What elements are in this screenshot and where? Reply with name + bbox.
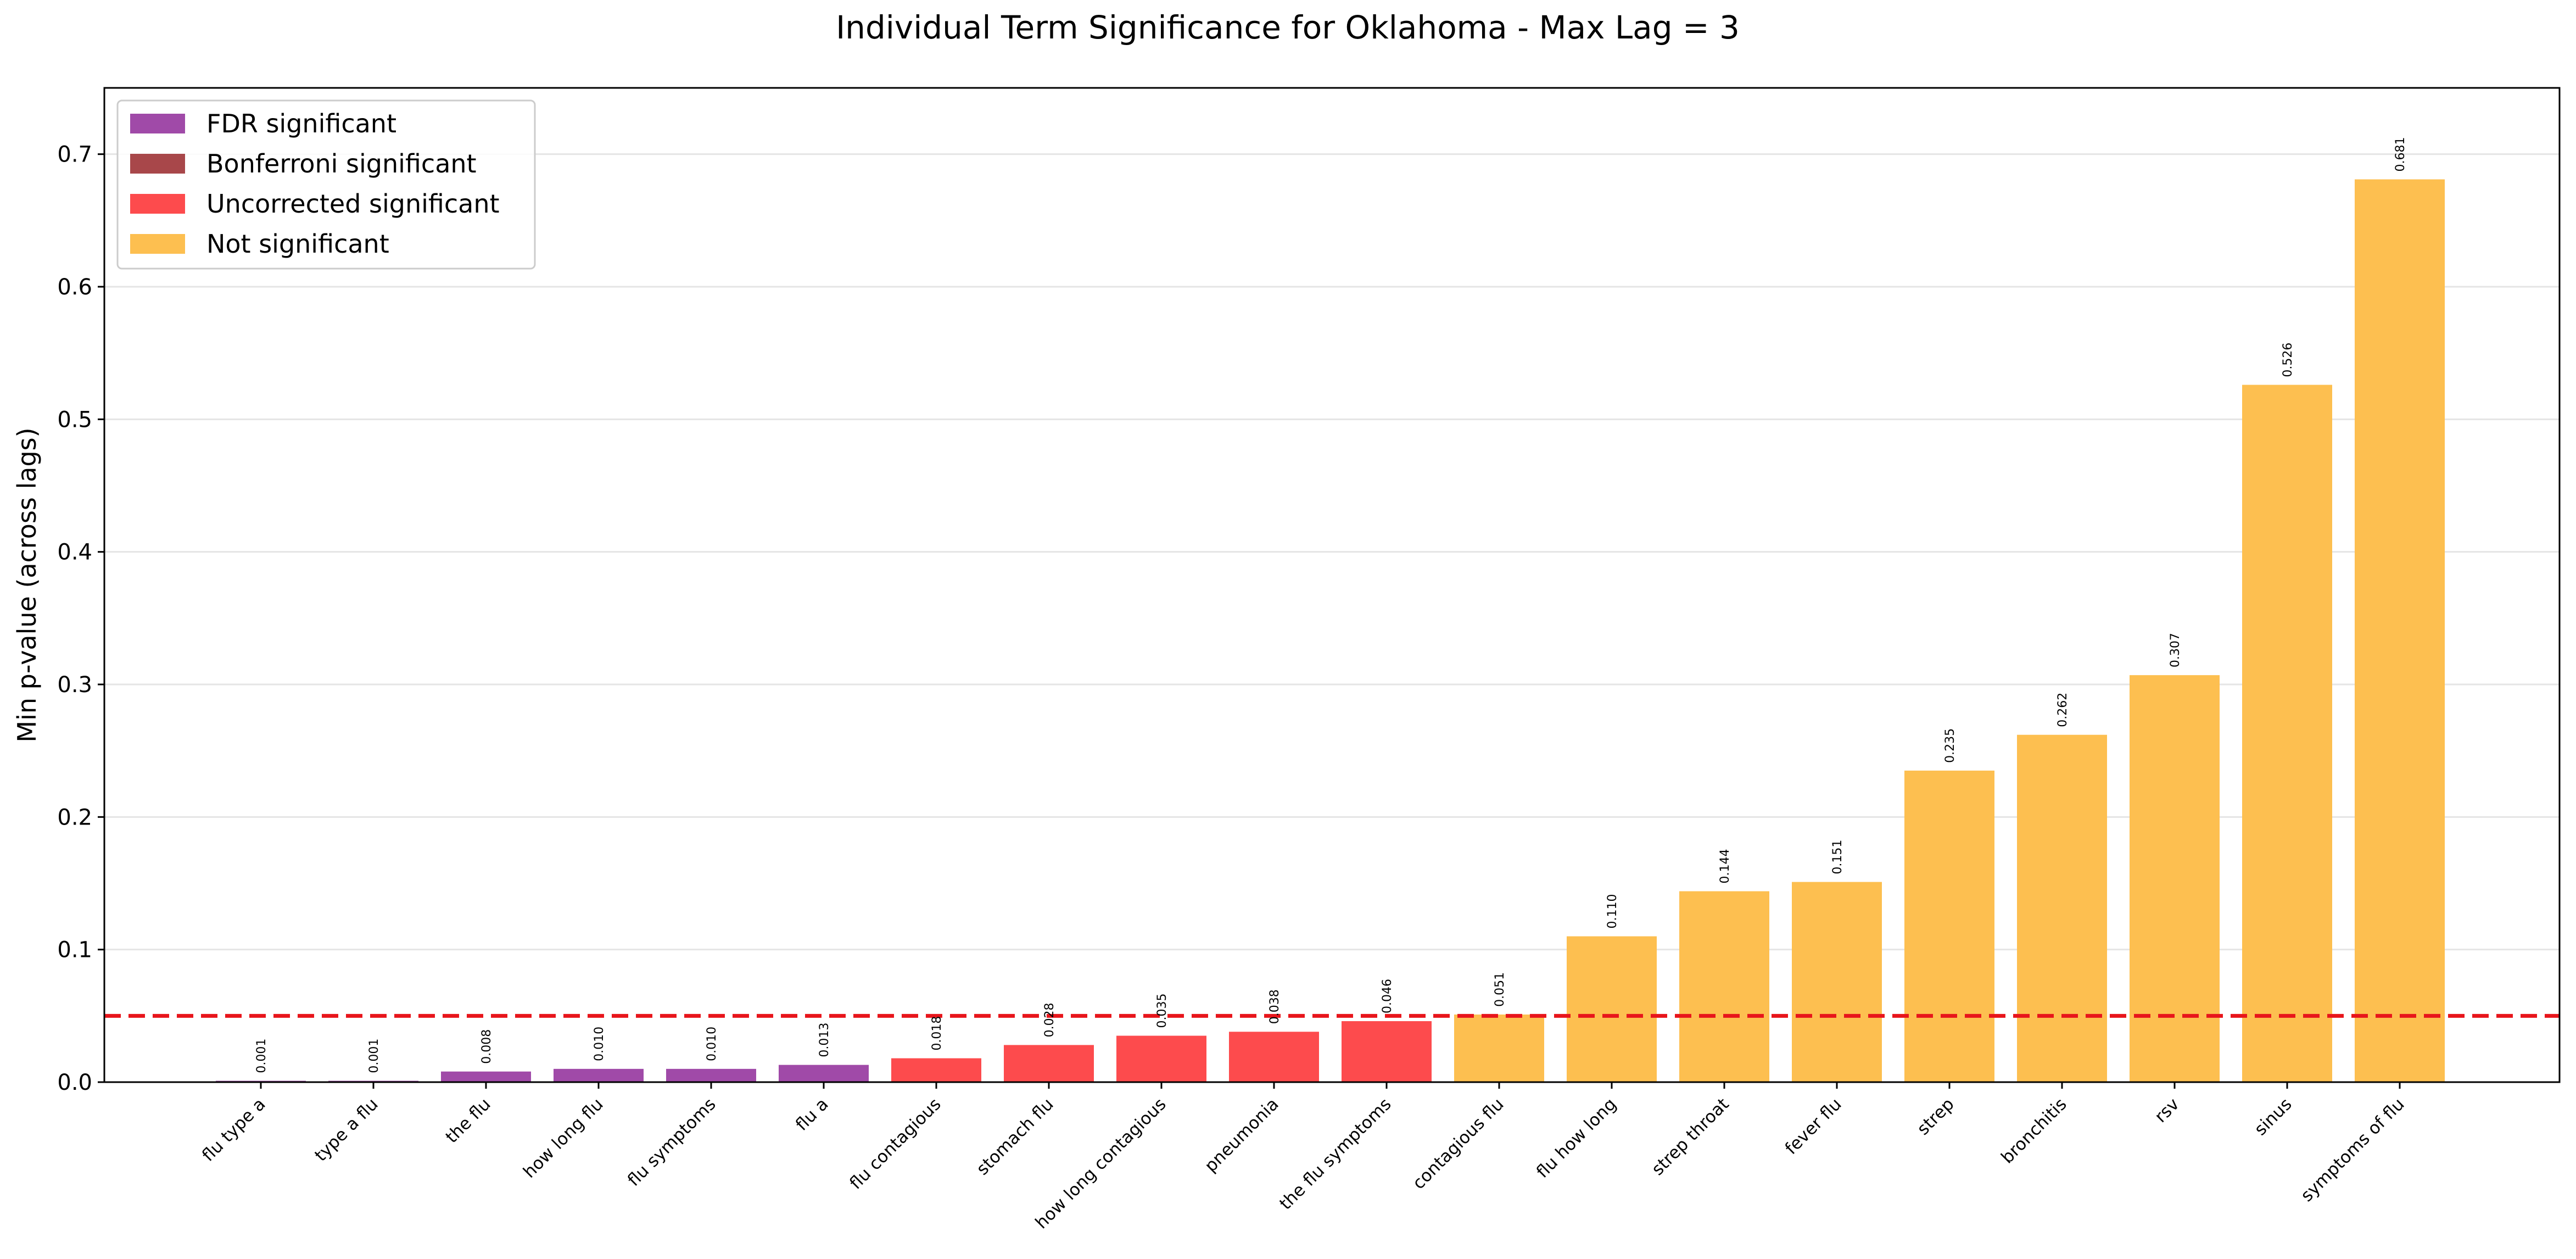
legend-swatch: [130, 234, 185, 254]
value-label: 0.235: [1943, 728, 1957, 763]
value-label: 0.001: [255, 1039, 269, 1073]
value-label: 0.010: [705, 1027, 719, 1061]
bar: [1567, 936, 1657, 1082]
y-tick-label: 0.4: [57, 540, 92, 565]
x-tick-label: flu symptoms: [624, 1094, 720, 1190]
bar: [779, 1065, 869, 1082]
legend-label: Bonferroni significant: [206, 149, 477, 179]
bar: [2017, 734, 2107, 1082]
x-tick-label: flu a: [792, 1094, 832, 1135]
x-tick-label: symptoms of flu: [2297, 1094, 2409, 1206]
y-axis-label: Min p-value (across lags): [12, 427, 42, 742]
x-tick-label: flu contagious: [846, 1094, 945, 1193]
bar: [2355, 179, 2445, 1082]
legend-swatch: [130, 194, 185, 214]
legend-swatch: [130, 114, 185, 133]
x-tick-label: how long contagious: [1032, 1094, 1170, 1233]
bar: [1792, 882, 1882, 1082]
value-label: 0.013: [818, 1023, 831, 1057]
value-labels: 0.001 0.001 0.008 0.010 0.010 0.013 0.018 0.028…: [255, 137, 2407, 1073]
value-label: 0.028: [1043, 1002, 1057, 1037]
value-label: 0.046: [1381, 979, 1394, 1013]
x-tick-label: stomach flu: [973, 1094, 1057, 1179]
y-tick-label: 0.3: [57, 672, 92, 698]
value-label: 0.001: [367, 1039, 381, 1073]
x-tick-label: sinus: [2250, 1094, 2295, 1139]
bar: [1229, 1032, 1319, 1082]
x-tick-label: strep: [1913, 1094, 1958, 1139]
bar: [1904, 770, 1994, 1082]
chart-title: Individual Term Significance for Oklahom…: [836, 9, 1740, 46]
value-label: 0.526: [2281, 343, 2295, 377]
legend-label: Not significant: [206, 229, 389, 259]
x-axis: flu type a type a flu the flu how long flu f…: [198, 1082, 2409, 1233]
x-tick-label: bronchitis: [1997, 1094, 2070, 1167]
bar: [441, 1071, 531, 1082]
value-label: 0.010: [593, 1027, 606, 1061]
bar: [891, 1058, 981, 1082]
value-label: 0.144: [1718, 849, 1732, 883]
bar: [1342, 1021, 1432, 1082]
bar: [1004, 1045, 1094, 1082]
value-label: 0.051: [1493, 972, 1507, 1007]
x-tick-label: flu type a: [198, 1094, 269, 1165]
x-tick-label: pneumonia: [1201, 1094, 1283, 1176]
bar: [666, 1068, 756, 1082]
legend: FDR significant Bonferroni significant Unc…: [116, 99, 536, 270]
y-tick-label: 0.1: [57, 938, 92, 963]
x-tick-label: strep throat: [1648, 1094, 1733, 1179]
x-tick-label: how long flu: [519, 1094, 607, 1182]
x-tick-label: the flu symptoms: [1276, 1094, 1395, 1214]
plot-frame: [103, 87, 2561, 1083]
value-label: 0.035: [1155, 994, 1169, 1028]
y-tick-label: 0.6: [57, 275, 92, 300]
value-label: 0.262: [2056, 693, 2070, 727]
value-label: 0.008: [480, 1029, 494, 1064]
x-tick-label: contagious flu: [1409, 1094, 1507, 1193]
legend-label: Uncorrected significant: [206, 189, 500, 219]
bar: [2130, 675, 2220, 1082]
bar: [2242, 385, 2332, 1082]
y-axis: 0.0 0.1 0.2 0.3 0.4 0.5 0.6 0.7: [57, 142, 104, 1095]
y-tick-label: 0.7: [57, 142, 92, 168]
x-tick-label: the flu: [442, 1094, 495, 1147]
value-label: 0.018: [930, 1016, 944, 1051]
legend-box: [116, 99, 536, 270]
legend-swatch: [130, 154, 185, 174]
value-label: 0.681: [2394, 137, 2407, 172]
y-tick-label: 0.2: [57, 805, 92, 830]
legend-label: FDR significant: [206, 109, 396, 138]
value-label: 0.307: [2169, 633, 2182, 667]
y-tick-label: 0.5: [57, 407, 92, 432]
bar: [1116, 1035, 1206, 1082]
x-tick-label: rsv: [2151, 1094, 2183, 1127]
value-label: 0.110: [1606, 894, 1619, 929]
value-label: 0.151: [1831, 840, 1845, 874]
bar: [1679, 891, 1769, 1082]
x-tick-label: fever flu: [1781, 1094, 1846, 1158]
bar: [1454, 1014, 1544, 1082]
x-tick-label: type a flu: [311, 1094, 382, 1165]
bar: [554, 1068, 644, 1082]
bars: [216, 179, 2445, 1082]
x-tick-label: flu how long: [1533, 1094, 1621, 1182]
y-tick-label: 0.0: [57, 1070, 92, 1095]
value-label: 0.038: [1268, 989, 1282, 1024]
